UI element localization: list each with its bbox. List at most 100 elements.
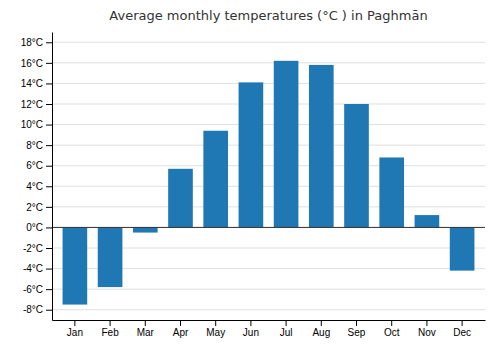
x-axis-line: [53, 320, 486, 321]
x-tick-label: Dec: [453, 327, 471, 338]
bar: [133, 227, 158, 232]
x-tick-mark: [286, 320, 287, 326]
grid-line: [52, 104, 485, 105]
x-tick: Jul: [280, 320, 293, 338]
grid-line: [52, 165, 485, 166]
plot: -8°C -6°C -4°C -2°C 0°C 2°C 4°C 6°C 8°C 10°C 12°C 1…: [21, 33, 486, 339]
x-tick-mark: [356, 320, 357, 326]
y-tick-label: 12°C: [21, 99, 43, 110]
x-tick-label: Apr: [173, 327, 189, 338]
y-tick: 18°C: [21, 37, 52, 48]
y-tick: 6°C: [26, 160, 52, 171]
x-tick: May: [206, 320, 225, 338]
grid-line: [52, 124, 485, 125]
x-tick-label: Jul: [280, 327, 293, 338]
y-tick-mark: [46, 125, 52, 126]
bar: [450, 227, 475, 270]
y-axis: -8°C -6°C -4°C -2°C 0°C 2°C 4°C 6°C 8°C 10°C 12°C 1…: [21, 33, 53, 321]
x-axis: Jan Feb Mar Apr May Jun Jul Aug Sep Oct Nov Dec: [53, 320, 486, 338]
grid-line: [52, 309, 485, 310]
x-tick-mark: [250, 320, 251, 326]
y-tick-label: 10°C: [21, 119, 43, 130]
bars: [63, 61, 475, 305]
y-tick-mark: [46, 83, 52, 84]
y-tick: 10°C: [21, 119, 52, 130]
y-tick: -2°C: [23, 243, 52, 254]
y-tick-mark: [46, 227, 52, 228]
x-tick-mark: [145, 320, 146, 326]
y-tick-mark: [46, 269, 52, 270]
baseline: [52, 227, 485, 228]
y-tick-label: 8°C: [26, 140, 43, 151]
bar: [203, 131, 228, 228]
y-tick: 0°C: [26, 222, 52, 233]
x-tick-label: Nov: [418, 327, 436, 338]
grid-line: [52, 186, 485, 187]
x-tick: Jun: [243, 320, 259, 338]
y-tick: 2°C: [26, 202, 52, 213]
y-tick: 4°C: [26, 181, 52, 192]
y-tick-label: -8°C: [23, 304, 43, 315]
x-tick-mark: [74, 320, 75, 326]
x-tick: Feb: [101, 320, 119, 338]
grid-line: [52, 42, 485, 43]
y-tick: -4°C: [23, 263, 52, 274]
y-tick: 14°C: [21, 78, 52, 89]
grid-line: [52, 206, 485, 207]
chart: -8°C -6°C -4°C -2°C 0°C 2°C 4°C 6°C 8°C 10°C 12°C 1…: [0, 0, 500, 350]
y-tick-mark: [46, 207, 52, 208]
x-tick-label: Oct: [384, 327, 400, 338]
x-tick: Nov: [418, 320, 436, 338]
grid: [52, 42, 485, 309]
grid-line: [52, 227, 485, 228]
bar: [274, 61, 299, 228]
y-tick: 8°C: [26, 140, 52, 151]
x-tick-label: Jan: [67, 327, 83, 338]
y-tick-label: -4°C: [23, 263, 43, 274]
chart-container: -8°C -6°C -4°C -2°C 0°C 2°C 4°C 6°C 8°C 10°C 12°C 1…: [0, 0, 500, 350]
x-tick-mark: [462, 320, 463, 326]
y-tick-mark: [46, 104, 52, 105]
y-tick: -6°C: [23, 284, 52, 295]
bar: [344, 104, 369, 227]
x-tick: Apr: [173, 320, 189, 338]
y-tick-mark: [46, 166, 52, 167]
y-tick-label: 4°C: [26, 181, 43, 192]
grid-line: [52, 145, 485, 146]
y-tick-mark: [46, 248, 52, 249]
x-tick-label: Mar: [137, 327, 155, 338]
bar: [239, 82, 264, 227]
y-tick-label: -6°C: [23, 284, 43, 295]
y-axis-line: [52, 33, 53, 321]
y-tick-mark: [46, 63, 52, 64]
y-tick: 16°C: [21, 58, 52, 69]
x-tick: Mar: [137, 320, 155, 338]
x-tick-mark: [426, 320, 427, 326]
y-tick: -8°C: [23, 304, 52, 315]
y-tick-mark: [46, 186, 52, 187]
x-tick: Dec: [453, 320, 471, 338]
bar: [415, 215, 440, 227]
y-tick-label: 18°C: [21, 37, 43, 48]
x-tick-label: Sep: [348, 327, 366, 338]
x-tick-label: Aug: [312, 327, 330, 338]
y-tick-label: 16°C: [21, 58, 43, 69]
x-tick: Jan: [67, 320, 83, 338]
grid-line: [52, 289, 485, 290]
x-tick-mark: [110, 320, 111, 326]
y-tick-label: -2°C: [23, 243, 43, 254]
y-tick-label: 6°C: [26, 160, 43, 171]
x-tick-label: May: [206, 327, 225, 338]
bar: [309, 65, 334, 228]
y-tick-mark: [46, 42, 52, 43]
y-tick-label: 0°C: [26, 222, 43, 233]
y-tick-mark: [46, 145, 52, 146]
bar: [98, 227, 123, 287]
y-tick-mark: [46, 289, 52, 290]
title: Average monthly temperatures (°C ) in Pa…: [109, 8, 427, 23]
bar: [379, 157, 404, 227]
x-tick: Sep: [348, 320, 366, 338]
y-tick: 12°C: [21, 99, 52, 110]
y-tick-label: 14°C: [21, 78, 43, 89]
x-tick: Oct: [384, 320, 400, 338]
